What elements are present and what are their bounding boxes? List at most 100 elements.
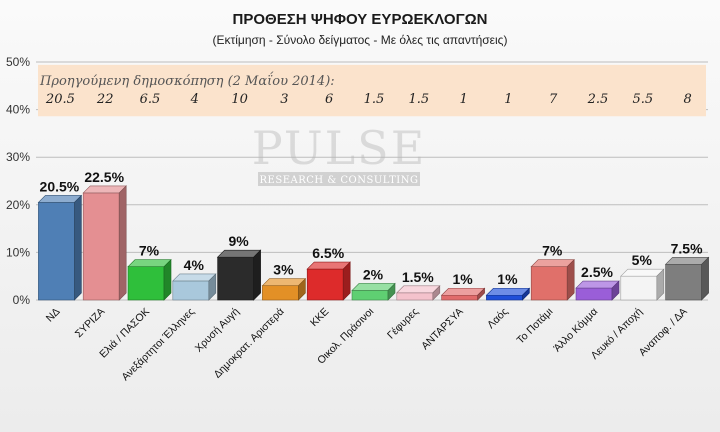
bar-side [387,282,396,301]
category-label: ΚΚΕ [308,306,331,329]
bar [127,258,172,301]
bar-top [664,256,710,265]
bar-side [432,285,441,301]
previous-poll-value: 3 [280,92,288,107]
bar-side [701,256,709,301]
category-label: ΝΔ [44,306,63,325]
bar-front [396,292,434,301]
data-label: 2% [363,266,384,282]
bar-side [74,194,82,301]
bar-top [37,195,83,203]
bar-side [656,268,665,301]
category-label: ΑΝΤΑΡΣΥΑ [419,306,466,353]
bar [396,285,441,301]
previous-poll-value: 1 [459,92,467,107]
previous-poll-value: 10 [231,92,248,107]
bar-top [216,249,262,258]
bar-side [522,287,530,301]
bar-front [127,266,165,301]
watermark-bar [258,172,420,186]
y-tick-label: 50% [6,55,30,69]
bar-top [172,273,217,282]
bar [575,280,620,301]
data-label: 5% [632,252,653,268]
y-tick-label: 0% [13,293,31,307]
bar-side [342,261,351,301]
category-label: Το Ποτάμι [514,305,555,346]
bars-group [37,185,710,301]
previous-poll-value: 1.5 [408,92,429,107]
bar [440,287,486,301]
previous-poll-band-bg [38,64,706,117]
category-label: ΣΥΡΙΖΑ [73,306,108,341]
y-axis-ticks: 0% 10% 20% 30% 40% 50% [6,55,30,307]
data-label: 20.5% [40,178,80,194]
bar [351,282,396,301]
watermark-logo-text: PULSE [252,121,427,175]
bar-top [82,185,127,194]
data-label: 1% [497,271,518,287]
bar-front [172,280,210,301]
data-label: 7.5% [671,240,703,256]
data-label: 7% [139,243,160,259]
bar-front [38,202,75,301]
y-tick-label: 20% [6,198,30,212]
data-label: 6.5% [312,245,344,261]
bar-top [575,280,620,289]
bar-side [611,280,620,301]
bar [306,261,351,301]
bar [530,258,575,301]
bar-front [620,275,658,301]
bar [261,277,307,301]
bar-front [351,290,389,301]
previous-poll-value: 7 [549,92,558,107]
data-label: 1% [452,271,473,287]
data-labels: 20.5%22.5% 7% 4% 9% 3% 6.5% 2% 1.5% 1% 1% 7% 2.5% 5%… [40,169,704,287]
previous-poll-value: 22 [96,92,114,107]
y-tick-label: 40% [6,103,30,117]
bar-front [575,287,613,301]
data-label: 7% [542,243,563,259]
previous-poll-value: 8 [683,92,691,107]
category-label: Λαός [485,306,510,331]
category-label: Άλλο Κόμμα [551,306,600,355]
bar-top [485,287,531,296]
watermark-tagline: RESEARCH & CONSULTING [260,175,419,186]
bar-top [351,283,396,291]
previous-poll-value: 20.5 [45,92,75,107]
bar-front [530,266,568,301]
bar-side [298,277,306,301]
bar-side [163,258,172,301]
previous-poll-value: 5.5 [632,92,653,107]
bar-top [306,261,351,270]
bar-front [665,263,702,301]
category-label: Χρυσή Αυγή [193,306,242,355]
data-label: 4% [184,257,205,273]
previous-poll-value: 1 [504,92,512,107]
bar [82,185,127,301]
bar-front [217,256,254,301]
bar-front [441,294,478,301]
bar-side [566,258,575,301]
data-label: 22.5% [84,169,124,185]
bar-top [396,285,441,294]
bar-side [253,249,261,301]
previous-poll-value: 1.5 [364,92,385,107]
category-label: Αναποφ. / ΔΑ [637,306,690,359]
bar-top [127,259,172,267]
chart-title: ΠΡΟΘΕΣΗ ΨΗΦΟΥ ΕΥΡΩΕΚΛΟΓΩΝ [232,11,488,28]
bar-front [306,268,344,301]
bar [216,249,262,301]
bar-top [440,287,486,296]
bar [172,273,217,301]
previous-poll-value: 2.5 [587,92,609,107]
pulse-watermark: PULSE RESEARCH & CONSULTING [252,121,427,186]
y-tick-label: 30% [6,150,30,164]
bar [485,287,531,301]
category-label: Γέφυρες [385,306,421,342]
bar-side [118,185,127,301]
bar-top [530,259,575,267]
